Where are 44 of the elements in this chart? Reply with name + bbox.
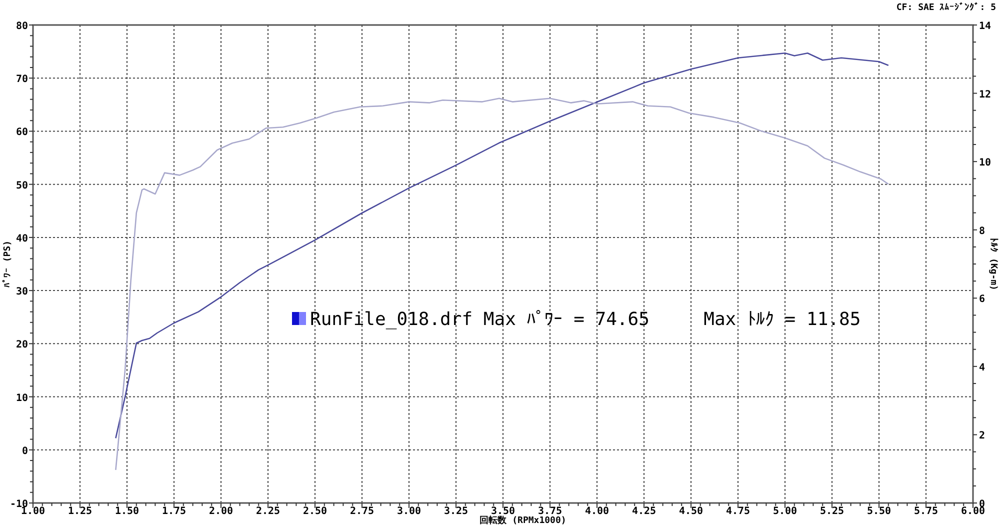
y-tick-label: 70 (16, 74, 28, 86)
y2-tick-label: 8 (979, 226, 986, 237)
line-series (115, 52, 890, 439)
x-tick-label: 3.50 (490, 506, 516, 517)
y-tick-label: 30 (16, 286, 28, 298)
x-tick-label: 1.50 (114, 506, 140, 517)
x-tick-label: 4.00 (584, 506, 610, 517)
y-tick-label: 60 (16, 127, 28, 138)
line-series (115, 98, 890, 471)
y2-tick-label: 2 (979, 430, 986, 442)
y-tick-label: 10 (16, 392, 28, 404)
y2-tick-label: 10 (979, 158, 992, 169)
x-tick-label: 1.75 (162, 506, 186, 517)
y-tick-label: 50 (16, 180, 28, 192)
x-tick-label: 2.25 (256, 506, 280, 517)
text: CF: SAE ｽﾑｰｼﾞﾝｸﾞ: 5 (896, 2, 996, 13)
y2-tick-label: 12 (979, 89, 992, 100)
x-tick-label: 2.00 (208, 506, 234, 517)
x-tick-label: 5.75 (914, 506, 938, 517)
x-tick-label: 6.00 (960, 506, 986, 517)
x-tick-label: 1.00 (20, 506, 46, 517)
x-tick-label: 4.25 (632, 506, 656, 517)
x-tick-label: 5.00 (772, 506, 798, 517)
x-tick-label: 3.75 (538, 506, 562, 517)
x-tick-label: 4.75 (726, 506, 750, 517)
x-tick-label: 1.25 (68, 506, 92, 517)
x-tick-label: 5.50 (866, 506, 892, 517)
x-tick-label: 2.50 (302, 506, 328, 517)
x-tick-label: 5.25 (820, 506, 844, 517)
y-tick-label: 0 (22, 446, 28, 457)
y2-tick-label: 14 (979, 21, 992, 32)
y2-axis-title: ﾄﾙｸ (Kg-m) (988, 238, 999, 290)
x-tick-label: 2.75 (350, 506, 374, 517)
y-tick-label: 80 (16, 21, 28, 32)
x-tick-label: 3.00 (396, 506, 422, 517)
annotation: RunFile_018.drf Max ﾊﾟﾜｰ = 74.65 Max ﾄﾙｸ = 11.85 (310, 309, 861, 330)
y-tick-label: 40 (16, 233, 28, 244)
x-axis-title: 回転数 (RPMx1000) (480, 515, 566, 525)
y2-tick-label: 4 (979, 362, 986, 374)
y-tick-label: 20 (16, 340, 28, 351)
x-tick-label: 3.25 (444, 506, 468, 517)
y2-tick-label: 6 (979, 294, 986, 306)
x-tick-label: 4.50 (678, 506, 704, 517)
y-axis-title: ﾊﾟﾜｰ (PS) (2, 240, 13, 288)
